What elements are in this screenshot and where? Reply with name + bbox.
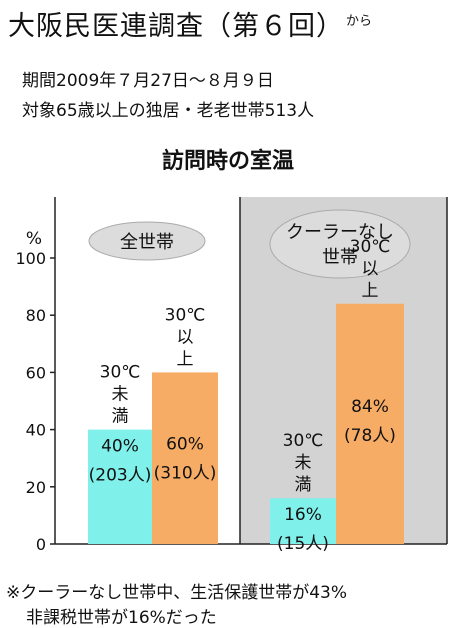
bar-count-label: (310人) xyxy=(154,464,217,484)
bar-category-label: 上 xyxy=(362,281,379,301)
bar-category-label: 30℃ xyxy=(100,363,141,383)
bar-category-label: 未 xyxy=(112,385,129,405)
bar-category-label: 30℃ xyxy=(165,305,206,325)
bar-category-label: 以 xyxy=(362,259,379,279)
bar-category-label: 満 xyxy=(112,407,129,427)
group-label: 全世帯 xyxy=(120,232,174,253)
y-tick-label: 0 xyxy=(36,535,46,554)
bar-category-label: 以 xyxy=(177,327,194,347)
group-label-line: クーラーなし xyxy=(286,222,394,243)
bar-category-label: 未 xyxy=(295,453,312,473)
bar xyxy=(152,372,218,544)
group-label-oval xyxy=(269,209,411,279)
bar-value-label: 60% xyxy=(166,435,204,455)
bar-category-label: 満 xyxy=(295,475,312,495)
y-axis-unit-label: % xyxy=(26,229,42,249)
bar-value-label: 40% xyxy=(101,437,139,457)
bar-category-label: 30℃ xyxy=(350,237,391,257)
bar-count-label: (203人) xyxy=(89,466,152,486)
bar-category-label: 30℃ xyxy=(283,431,324,451)
survey-period: 期間2009年７月27日～８月９日 xyxy=(22,71,274,91)
y-tick-label: 20 xyxy=(26,478,46,497)
bar xyxy=(336,303,404,544)
y-tick-label: 40 xyxy=(26,421,46,440)
room-temperature-chart: %020406080100全世帯30℃未満40%(203人)30℃以上60%(3… xyxy=(15,197,448,554)
survey-target: 対象65歳以上の独居・老老世帯513人 xyxy=(22,101,315,121)
bar-value-label: 84% xyxy=(351,397,389,417)
chart-title: 訪問時の室温 xyxy=(161,149,294,174)
page-title: 大阪民医連調査（第６回） xyxy=(8,11,344,42)
bar-value-label: 16% xyxy=(284,505,322,525)
bar xyxy=(88,429,152,544)
footnote-line-1: ※クーラーなし世帯中、生活保護世帯が43% xyxy=(6,583,348,603)
bar-count-label: (78人) xyxy=(344,426,396,446)
y-tick-label: 100 xyxy=(15,249,46,268)
y-tick-label: 80 xyxy=(26,306,46,325)
bar-count-label: (15人) xyxy=(277,534,329,554)
title-suffix: から xyxy=(346,14,373,29)
footnote-line-2: 非課税世帯が16%だった xyxy=(26,608,217,628)
bar-category-label: 上 xyxy=(177,349,194,369)
group-label-line: 世帯 xyxy=(322,247,358,268)
title-block: 大阪民医連調査（第６回） から xyxy=(8,4,372,43)
group-label-oval xyxy=(88,221,206,261)
y-tick-label: 60 xyxy=(26,363,46,382)
bar xyxy=(270,498,336,544)
